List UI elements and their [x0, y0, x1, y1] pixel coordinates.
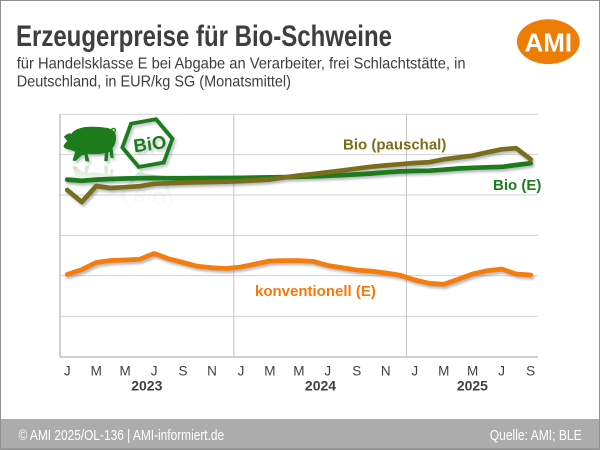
svg-text:Quelle: AMI; BLE: Quelle: AMI; BLE	[490, 427, 582, 443]
svg-text:M: M	[293, 364, 304, 379]
svg-text:konventionell (E): konventionell (E)	[255, 283, 376, 300]
svg-text:S: S	[526, 364, 535, 379]
svg-text:© AMI 2025/OL-136 | AMI-inform: © AMI 2025/OL-136 | AMI-informiert.de	[19, 427, 225, 443]
svg-text:M: M	[467, 364, 478, 379]
svg-text:J: J	[324, 364, 331, 379]
svg-text:Bio (pauschal): Bio (pauschal)	[343, 137, 446, 154]
svg-text:S: S	[352, 364, 361, 379]
svg-text:N: N	[207, 364, 217, 379]
svg-text:N: N	[381, 364, 391, 379]
svg-text:J: J	[498, 364, 505, 379]
svg-text:2025: 2025	[457, 378, 488, 394]
svg-text:S: S	[178, 364, 187, 379]
svg-text:Erzeugerpreise für Bio-Schwein: Erzeugerpreise für Bio-Schweine	[16, 18, 392, 52]
svg-text:2023: 2023	[131, 378, 162, 394]
svg-text:für Handelsklasse E bei Abgabe: für Handelsklasse E bei Abgabe an Verarb…	[17, 55, 466, 73]
svg-text:M: M	[91, 364, 102, 379]
svg-text:2024: 2024	[305, 378, 336, 394]
svg-text:M: M	[438, 364, 449, 379]
svg-text:J: J	[151, 364, 158, 379]
svg-text:J: J	[238, 364, 245, 379]
svg-text:J: J	[64, 364, 71, 379]
svg-text:AMI: AMI	[524, 28, 572, 58]
svg-text:Deutschland, in EUR/kg SG (Mon: Deutschland, in EUR/kg SG (Monatsmittel)	[17, 73, 291, 91]
svg-text:Bio (E): Bio (E)	[493, 177, 541, 194]
svg-text:M: M	[264, 364, 275, 379]
svg-text:M: M	[119, 364, 130, 379]
svg-text:J: J	[411, 364, 418, 379]
